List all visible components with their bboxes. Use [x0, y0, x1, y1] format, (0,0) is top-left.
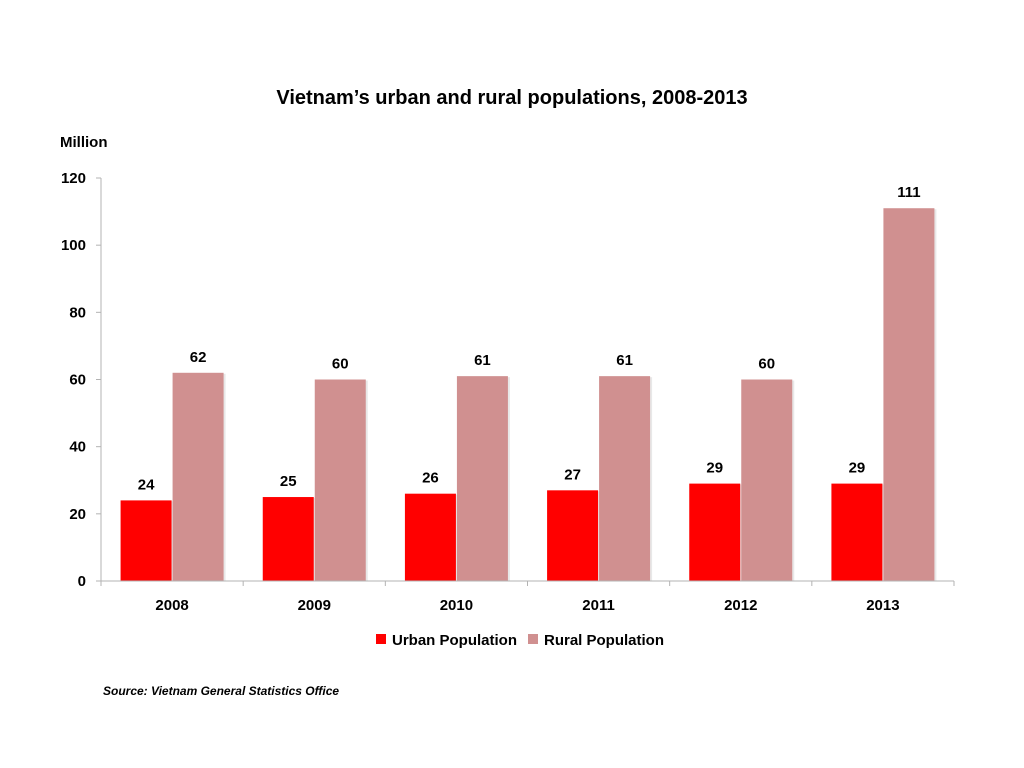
- bar-urban-2012: [689, 483, 741, 581]
- bar-urban-2013: [831, 483, 883, 581]
- bars-group: [120, 208, 937, 581]
- data-label-urban-2008: 24: [138, 476, 155, 493]
- data-labels-group: 24 62 25 60 26 61 27 61 29 60 29 111: [138, 184, 921, 493]
- y-tick-label: 20: [69, 506, 86, 523]
- data-label-rural-2008: 62: [190, 349, 207, 366]
- y-tick-label: 80: [69, 304, 86, 321]
- bar-urban-2008: [120, 500, 172, 581]
- data-label-rural-2010: 61: [474, 352, 491, 369]
- bar-rural-2011: [599, 376, 651, 581]
- data-label-urban-2009: 25: [280, 473, 297, 490]
- data-label-rural-2013: 111: [897, 184, 920, 201]
- data-label-urban-2012: 29: [706, 460, 723, 477]
- bar-rural-2013: [883, 208, 935, 581]
- x-axis-labels: 2008 2009 2010 2011 2012 2013: [100, 581, 955, 614]
- bar-urban-2010: [404, 493, 456, 581]
- data-label-urban-2010: 26: [422, 470, 439, 487]
- y-axis-unit-label: Million: [60, 134, 108, 151]
- data-label-urban-2013: 29: [849, 460, 866, 477]
- x-tick-label: 2009: [298, 597, 331, 614]
- data-label-rural-2009: 60: [332, 356, 349, 373]
- bar-urban-2011: [547, 490, 599, 581]
- y-tick-label: 100: [61, 237, 86, 254]
- chart-title: Vietnam’s urban and rural populations, 2…: [276, 87, 747, 109]
- y-tick-label: 40: [69, 439, 86, 456]
- source-note: Source: Vietnam General Statistics Offic…: [103, 684, 339, 698]
- legend-label-urban: Urban Population: [392, 632, 517, 649]
- bar-urban-2009: [262, 497, 314, 581]
- bar-rural-2008: [172, 372, 224, 581]
- legend: Urban Population Rural Population: [376, 632, 664, 649]
- x-tick-label: 2012: [724, 597, 757, 614]
- data-label-rural-2011: 61: [616, 352, 633, 369]
- y-tick-label: 120: [61, 170, 86, 187]
- legend-swatch-rural: [528, 634, 538, 644]
- data-label-urban-2011: 27: [564, 466, 581, 483]
- bar-rural-2010: [456, 376, 508, 581]
- bar-rural-2012: [741, 379, 793, 581]
- bar-rural-2009: [314, 379, 366, 581]
- x-tick-label: 2013: [866, 597, 899, 614]
- x-tick-label: 2008: [155, 597, 188, 614]
- y-axis-ticks: 0 20 40 60 80 100 120: [61, 170, 101, 590]
- legend-label-rural: Rural Population: [544, 632, 664, 649]
- data-label-rural-2012: 60: [758, 356, 775, 373]
- legend-swatch-urban: [376, 634, 386, 644]
- y-tick-label: 0: [78, 573, 86, 590]
- y-tick-label: 60: [69, 372, 86, 389]
- x-tick-label: 2010: [440, 597, 473, 614]
- x-tick-label: 2011: [582, 597, 615, 614]
